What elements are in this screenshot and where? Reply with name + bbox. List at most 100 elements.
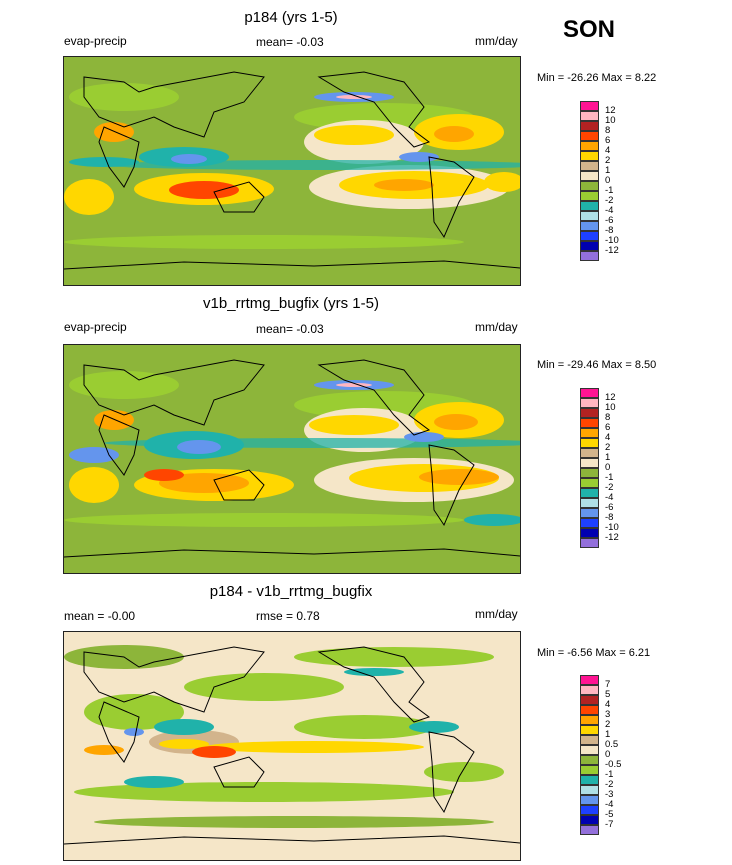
panel-2-title: v1b_rrtmg_bugfix (yrs 1-5)	[203, 295, 379, 312]
colorbar-tick-label: 1	[605, 729, 611, 740]
panel-2-variable: evap-precip	[64, 320, 127, 334]
colorbar-tick-label: 10	[605, 402, 616, 413]
colorbar-tick-label: 4	[605, 432, 611, 443]
colorbar-swatch	[580, 111, 599, 121]
colorbar-tick-label: 2	[605, 442, 611, 453]
colorbar-swatch	[580, 815, 599, 825]
colorbar-swatch	[580, 468, 599, 478]
colorbar-tick-label: 4	[605, 699, 611, 710]
colorbar-swatch	[580, 171, 599, 181]
colorbar-swatch	[580, 101, 599, 111]
colorbar-tick-label: 7	[605, 679, 611, 690]
colorbar-tick-label: -2	[605, 195, 614, 206]
colorbar-tick-label: -12	[605, 245, 619, 256]
panel-3-map	[63, 631, 521, 861]
panel-2-map	[63, 344, 521, 574]
colorbar-swatch	[580, 795, 599, 805]
colorbar-tick-label: -2	[605, 482, 614, 493]
colorbar-swatch	[580, 398, 599, 408]
colorbar-swatch	[580, 201, 599, 211]
colorbar-swatch	[580, 191, 599, 201]
colorbar-swatch	[580, 251, 599, 261]
colorbar-swatch	[580, 735, 599, 745]
colorbar-tick-label: 2	[605, 719, 611, 730]
colorbar-swatch	[580, 408, 599, 418]
colorbar-tick-label: -1	[605, 769, 614, 780]
colorbar-swatch	[580, 538, 599, 548]
panel-2-minmax: Min = -29.46 Max = 8.50	[537, 359, 657, 371]
colorbar-swatch	[580, 488, 599, 498]
colorbar-swatch	[580, 745, 599, 755]
colorbar-tick-label: -4	[605, 492, 614, 503]
colorbar-tick-label: 0	[605, 175, 611, 186]
panel-3-mean: mean = -0.00	[64, 609, 136, 623]
colorbar-swatch	[580, 755, 599, 765]
colorbar-tick-label: -1	[605, 185, 614, 196]
colorbar-swatch	[580, 151, 599, 161]
panel-1-map	[63, 56, 521, 286]
colorbar-tick-label: -7	[605, 819, 614, 830]
colorbar-swatch	[580, 508, 599, 518]
colorbar-swatch	[580, 775, 599, 785]
colorbar-swatch	[580, 518, 599, 528]
panel-1-mean: mean= -0.03	[256, 35, 324, 49]
colorbar-swatch	[580, 685, 599, 695]
colorbar-tick-label: -8	[605, 225, 614, 236]
panel-1-units: mm/day	[475, 34, 518, 48]
colorbar-swatch	[580, 528, 599, 538]
colorbar-tick-label: -1	[605, 472, 614, 483]
colorbar-swatch	[580, 695, 599, 705]
colorbar-swatch	[580, 715, 599, 725]
panel-3-units: mm/day	[475, 607, 518, 621]
colorbar-tick-label: 3	[605, 709, 611, 720]
colorbar-tick-label: 8	[605, 412, 611, 423]
colorbar-tick-label: -0.5	[605, 759, 622, 770]
colorbar-swatch	[580, 438, 599, 448]
colorbar-tick-label: -6	[605, 215, 614, 226]
panel-1-minmax: Min = -26.26 Max = 8.22	[537, 72, 657, 84]
colorbar-tick-label: -10	[605, 235, 619, 246]
panel-3-title: p184 - v1b_rrtmg_bugfix	[209, 583, 373, 600]
colorbar-swatch	[580, 478, 599, 488]
colorbar-swatch	[580, 161, 599, 171]
colorbar-swatch	[580, 211, 599, 221]
colorbar-swatch	[580, 765, 599, 775]
colorbar-swatch	[580, 388, 599, 398]
colorbar-swatch	[580, 705, 599, 715]
colorbar-tick-label: 10	[605, 115, 616, 126]
colorbar-tick-label: 1	[605, 452, 611, 463]
colorbar-tick-label: -4	[605, 799, 614, 810]
colorbar-tick-label: -5	[605, 809, 614, 820]
colorbar-swatch	[580, 181, 599, 191]
colorbar-tick-label: 0	[605, 749, 611, 760]
colorbar-swatch	[580, 231, 599, 241]
panel-2-units: mm/day	[475, 320, 518, 334]
colorbar-swatch	[580, 131, 599, 141]
colorbar-tick-label: -4	[605, 205, 614, 216]
colorbar-tick-label: 6	[605, 135, 611, 146]
colorbar-tick-label: 4	[605, 145, 611, 156]
colorbar-swatch	[580, 498, 599, 508]
colorbar-tick-label: 0.5	[605, 739, 619, 750]
colorbar-swatch	[580, 241, 599, 251]
colorbar-swatch	[580, 141, 599, 151]
colorbar-swatch	[580, 221, 599, 231]
colorbar-tick-label: -12	[605, 532, 619, 543]
panel-3-minmax: Min = -6.56 Max = 6.21	[537, 647, 651, 659]
colorbar-tick-label: -8	[605, 512, 614, 523]
colorbar-tick-label: -3	[605, 789, 614, 800]
colorbar-tick-label: -10	[605, 522, 619, 533]
colorbar-tick-label: 2	[605, 155, 611, 166]
colorbar-swatch	[580, 458, 599, 468]
colorbar-tick-label: -2	[605, 779, 614, 790]
colorbar-tick-label: 0	[605, 462, 611, 473]
panel-1-variable: evap-precip	[64, 34, 127, 48]
panel-2-mean: mean= -0.03	[256, 322, 324, 336]
colorbar-tick-label: -6	[605, 502, 614, 513]
panel-3-rmse: rmse = 0.78	[256, 609, 320, 623]
colorbar-tick-label: 5	[605, 689, 611, 700]
colorbar-tick-label: 12	[605, 105, 616, 116]
colorbar-swatch	[580, 805, 599, 815]
colorbar-swatch	[580, 825, 599, 835]
colorbar-swatch	[580, 675, 599, 685]
